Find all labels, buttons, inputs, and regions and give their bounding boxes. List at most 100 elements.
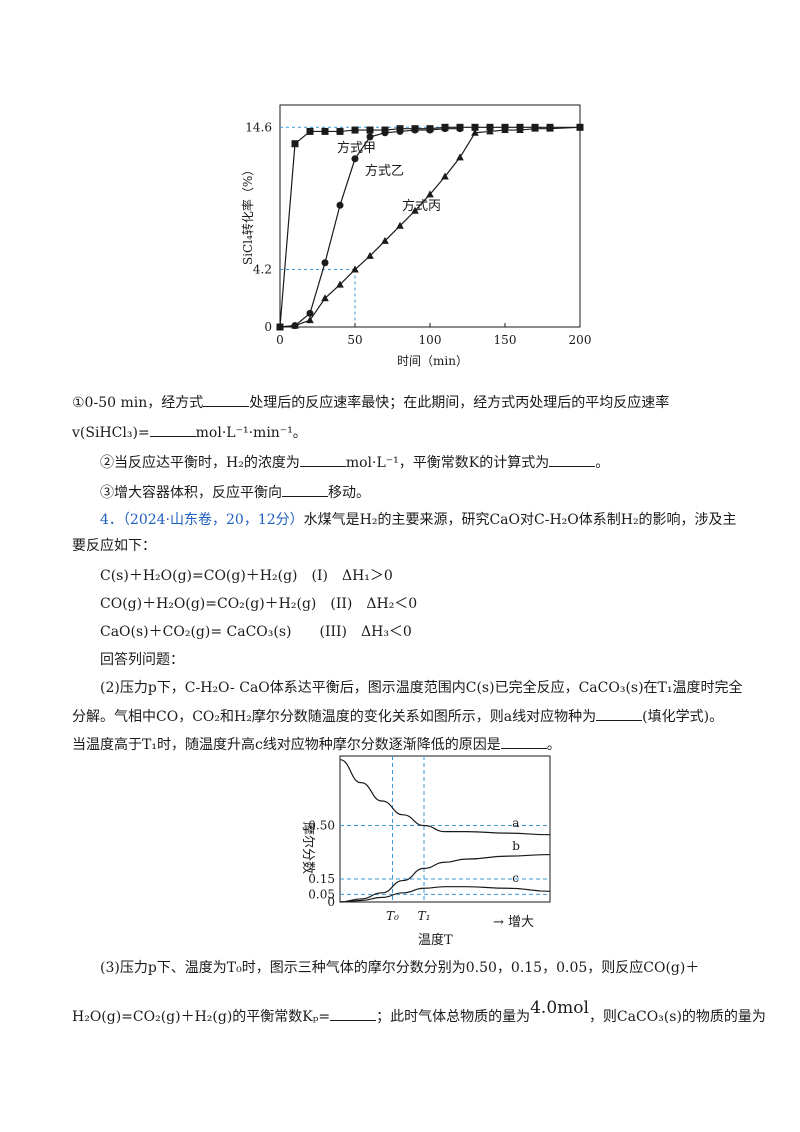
q3-text-b: 移动。	[328, 485, 370, 501]
q1-line2: v(SiHCl₃)= mol·L⁻¹·min⁻¹。	[72, 422, 307, 443]
chart1-point-2-6	[366, 251, 374, 259]
q1-text-b: 处理后的反应速率最快；在此期间，经方式丙处理后的平均反应速率	[249, 395, 670, 411]
chart2-xtick-label-0: T₀	[386, 909, 399, 923]
blank-4[interactable]	[549, 452, 596, 467]
chart2-series-label-a: a	[512, 816, 519, 830]
chart2-ytick-label-0: 0	[327, 895, 335, 909]
chart1-point-0-3	[321, 127, 329, 135]
q1-rate-label: v(SiHCl₃)=	[72, 425, 150, 441]
chart1-series-line-1	[279, 128, 460, 328]
q1-rate-unit: mol·L⁻¹·min⁻¹。	[195, 425, 307, 441]
chart1-point-2-16	[516, 126, 524, 134]
reaction-1: C(s)＋H₂O(g)=CO(g)＋H₂(g) (I) ΔH₁＞0	[100, 568, 393, 584]
p3-line2: H₂O(g)=CO₂(g)＋H₂(g)的平衡常数Kₚ= ；此时气体总物质的量为4.…	[72, 998, 766, 1027]
q2-text-c: 。	[595, 455, 610, 471]
chart1-point-2-1	[291, 321, 299, 329]
chart1-xtick-label-2: 100	[419, 333, 442, 347]
chart1-point-2-17	[531, 124, 539, 132]
answer-prompt: 回答列问题：	[100, 652, 184, 668]
chart2-xtick-label-1: T₁	[418, 909, 431, 923]
chart1-point-1-2	[306, 309, 314, 317]
blank-1[interactable]	[203, 392, 250, 407]
chart1-point-2-3	[321, 294, 329, 302]
chart1-point-1-10	[426, 126, 434, 134]
p3-text-b: ；此时气体总物质的量为	[376, 1009, 531, 1025]
chart2-ytick-label-1: 0.05	[308, 887, 335, 901]
q3-line: ③增大容器体积，反应平衡向 移动。	[100, 482, 370, 503]
chart2-series-line-a	[339, 759, 551, 836]
chart1-point-1-11	[441, 125, 449, 133]
chart1-point-2-9	[411, 206, 419, 214]
chart1-point-2-12	[456, 153, 464, 161]
q1-line1: ①0-50 min，经方式 处理后的反应速率最快；在此期间，经方式丙处理后的平均反…	[72, 392, 669, 413]
chart1-point-2-15	[501, 126, 509, 134]
p2-line1: (2)压力p下，C-H₂O- CaO体系达平衡后，图示温度范围内C(s)已完全反…	[100, 680, 743, 696]
chart2-series-line-b	[339, 853, 551, 903]
chart1-point-2-7	[381, 236, 389, 244]
chart1-point-0-13	[471, 123, 479, 131]
blank-5[interactable]	[282, 482, 328, 497]
chart1-xtick-label-3: 150	[494, 333, 517, 347]
chart1-series-line-2	[279, 126, 581, 328]
chart1-frame	[279, 104, 581, 328]
chart1-point-2-8	[396, 221, 404, 229]
p2-text-b: (填化学式)。	[642, 709, 724, 725]
chart1-point-0-1	[291, 140, 299, 148]
q1-text-a: ①0-50 min，经方式	[72, 395, 204, 411]
chart1-point-1-4	[336, 201, 344, 209]
problem4-text: 水煤气是H₂的主要来源，研究CaO对C-H₂O体系制H₂的影响，涉及主	[303, 512, 737, 528]
chart1-point-0-5	[351, 126, 359, 134]
p2-text-c: 当温度高于T₁时，随温度升高c线对应物种摩尔分数逐渐降低的原因是	[72, 737, 501, 753]
chart2-frame	[339, 755, 551, 903]
blank-7[interactable]	[500, 734, 547, 749]
chart1-point-2-14	[486, 127, 494, 135]
chart1-ytick-label-2: 14.6	[245, 120, 272, 134]
chart1-point-1-9	[411, 126, 419, 134]
p3-text-d: ，则CaCO₃(s)的物质的量为	[588, 1009, 766, 1025]
blank-8[interactable]	[330, 1006, 377, 1021]
chart1-xtick-label-4: 200	[569, 333, 592, 347]
chart1-point-2-5	[351, 265, 359, 273]
chart1-ylabel: SiCl₄转化率（%）	[240, 164, 255, 265]
chart2-series-label-c: c	[512, 871, 519, 885]
chart1-point-0-2	[306, 127, 314, 135]
chart2-ytick-label-2: 0.15	[308, 872, 335, 886]
chart1-series-label-jia: 方式甲	[337, 140, 376, 156]
q3-text-a: ③增大容器体积，反应平衡向	[100, 485, 282, 501]
chart1-point-2-10	[426, 190, 434, 198]
blank-3[interactable]	[299, 452, 346, 467]
chart1-point-1-12	[456, 125, 464, 133]
chart2-arrow-label: → 增大	[493, 915, 534, 930]
p2-text-d: 。	[546, 737, 561, 753]
chart1-point-0-4	[336, 127, 344, 135]
chart1-ytick-label-0: 0	[264, 320, 272, 334]
chart1-xlabel: 时间（min）	[397, 354, 468, 368]
problem4-number: 4．	[100, 512, 123, 528]
chart1-point-2-4	[336, 280, 344, 288]
chart2-series-line-c	[339, 886, 551, 903]
chart1-point-2-18	[546, 124, 554, 132]
reaction-3: CaO(s)＋CO₂(g)= CaCO₃(s) (III) ΔH₃＜0	[100, 624, 412, 640]
p3-line1: (3)压力p下、温度为T₀时，图示三种气体的摩尔分数分别为0.50，0.15，0…	[100, 960, 700, 976]
chart1-point-1-5	[351, 155, 359, 163]
chart1-ytick-label-1: 4.2	[253, 263, 272, 277]
p2-text-a: 分解。气相中CO，CO₂和H₂摩尔分数随温度的变化关系如图所示，则a线对应物种为	[72, 709, 597, 725]
reaction-2: CO(g)＋H₂O(g)=CO₂(g)＋H₂(g) (II) ΔH₂＜0	[100, 596, 418, 612]
p3-text-a: H₂O(g)=CO₂(g)＋H₂(g)的平衡常数Kₚ=	[72, 1009, 331, 1025]
q2-line: ②当反应达平衡时，H₂的浓度为 mol·L⁻¹，平衡常数K的计算式为 。	[100, 452, 609, 473]
blank-2[interactable]	[149, 422, 196, 437]
problem4-text-2: 要反应如下：	[72, 538, 156, 554]
chart2-xlabel: 温度T	[418, 932, 453, 948]
chart1-series-label-yi: 方式乙	[365, 163, 404, 179]
chart1-point-1-8	[396, 127, 404, 135]
chart1-point-0-6	[366, 126, 374, 134]
blank-6[interactable]	[596, 706, 643, 721]
p2-line2: 分解。气相中CO，CO₂和H₂摩尔分数随温度的变化关系如图所示，则a线对应物种为…	[72, 706, 723, 727]
problem4-source: （2024·山东卷，20，12分）	[122, 512, 304, 528]
problem4-header: 4．（2024·山东卷，20，12分）水煤气是H₂的主要来源，研究CaO对C-H…	[100, 510, 737, 530]
q2-text-a: ②当反应达平衡时，H₂的浓度为	[100, 455, 300, 471]
mole-fraction-chart: ab c 00.050.15 0.50 T₀ T₁ 摩尔分数 温度T → 增大	[300, 755, 551, 948]
chart1-xtick-label-0: 0	[276, 333, 284, 347]
chart1-point-1-6	[366, 133, 374, 141]
chart1-point-1-7	[381, 129, 389, 137]
